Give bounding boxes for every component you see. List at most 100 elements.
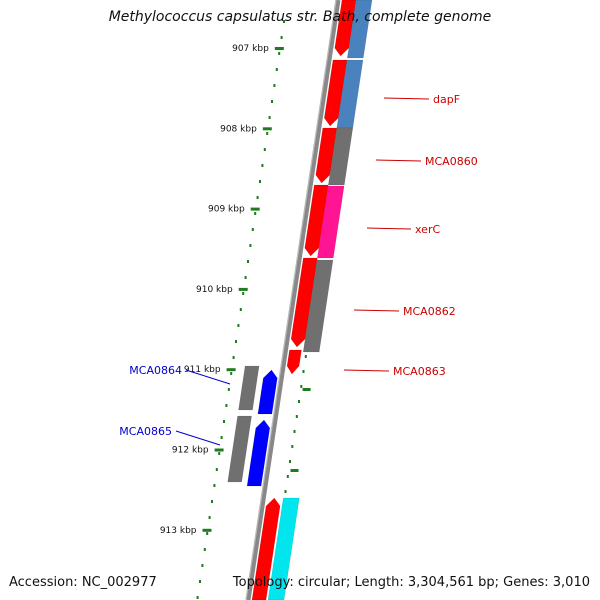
outer-guide-dot	[291, 445, 294, 448]
inner-guide-dot	[273, 84, 276, 87]
backbone-highlight	[245, 0, 337, 600]
outer-guide-dot	[284, 490, 287, 493]
inner-guide-dot	[261, 164, 264, 167]
gene-label: MCA0862	[403, 305, 456, 318]
inner-guide-dot	[208, 516, 211, 519]
gene-label-leader	[366, 227, 412, 230]
inner-guide-dot	[275, 68, 278, 71]
inner-guide-dot	[251, 228, 254, 231]
outer-guide-dot	[302, 370, 305, 373]
inner-guide-dot	[196, 596, 199, 599]
cog-block	[302, 259, 334, 353]
gene-label: xerC	[415, 223, 440, 236]
inner-guide-dot	[237, 324, 240, 327]
ruler-tick-label: 913 kbp	[160, 526, 197, 536]
inner-guide-dot	[201, 564, 204, 567]
inner-guide-dot	[254, 212, 257, 215]
cds-forward-arrow	[334, 0, 357, 57]
gene-labels: dapF MCA0860 xerC MCA0862 MCA0863 MCA0864 MCA0…	[119, 93, 478, 446]
inner-guide-dot	[263, 148, 266, 151]
outer-tick	[290, 469, 299, 472]
inner-guide-dot	[247, 260, 249, 263]
outer-guide-dot	[304, 355, 307, 358]
gene-label: dapF	[433, 93, 460, 106]
outer-guide-dot	[293, 430, 296, 433]
ruler-tick	[214, 448, 224, 452]
gene-label: MCA0860	[425, 155, 478, 168]
inner-guide-dot	[213, 484, 216, 487]
gene-label: MCA0865	[119, 425, 172, 438]
outer-guide-dot	[289, 460, 291, 463]
cds-reverse-arrow	[246, 419, 271, 487]
inner-guide-dot	[268, 116, 271, 119]
inner-guide-dot	[215, 468, 218, 471]
page-title: Methylococcus capsulatus str. Bath, comp…	[108, 9, 492, 25]
ruler-tick-label: 912 kbp	[172, 446, 209, 456]
gene-label-leader	[175, 430, 221, 446]
backbone	[245, 0, 341, 600]
ruler-tick-label: 909 kbp	[208, 205, 245, 215]
inner-guide-dot	[206, 532, 209, 535]
ruler-tick	[274, 47, 284, 50]
outer-tick	[302, 388, 311, 391]
ruler-tick-label: 911 kbp	[184, 365, 221, 375]
ruler-tick	[226, 368, 236, 372]
cds-reverse-arrow	[257, 369, 278, 415]
ruler-tick	[202, 528, 212, 532]
inner-guide-dot	[230, 372, 233, 375]
inner-guide-dot	[211, 500, 213, 503]
gene-label-leader	[185, 369, 231, 385]
ruler-tick	[262, 127, 272, 131]
backbone-line	[245, 0, 341, 600]
inner-guide-dot	[232, 356, 235, 359]
inner-guide-dot	[223, 420, 225, 423]
ruler-tick-label: 907 kbp	[232, 44, 269, 54]
cog-block	[328, 127, 354, 186]
inner-guide-dot	[280, 36, 283, 39]
gene-label: MCA0863	[393, 365, 446, 378]
cog-block	[347, 0, 373, 59]
cds-forward-arrow	[286, 349, 302, 375]
features	[227, 0, 373, 600]
cds-forward-arrow	[315, 127, 338, 184]
inner-guide-dot	[278, 52, 281, 55]
cds-forward-arrow	[251, 497, 281, 600]
ruler-tick-label: 908 kbp	[220, 124, 257, 134]
inner-guide-dot	[225, 404, 228, 407]
inner-guide-dot	[244, 276, 247, 279]
gene-label-leader	[375, 159, 422, 162]
outer-guide-dot	[300, 385, 303, 388]
inner-guide-dot	[220, 436, 223, 439]
cog-block	[238, 365, 260, 411]
gene-label-leader	[353, 309, 400, 312]
ruler-tick	[238, 287, 248, 291]
inner-guide-dot	[218, 452, 221, 455]
cog-block	[267, 497, 300, 600]
inner-guide-dot	[256, 196, 259, 199]
gene-label-leader	[343, 369, 390, 372]
ruler-tick	[250, 207, 260, 211]
inner-guide-dot	[266, 132, 269, 135]
gene-label: MCA0864	[129, 364, 182, 377]
outer-guide-dot	[286, 475, 289, 478]
cds-forward-arrow	[304, 184, 329, 257]
inner-guide-dot	[199, 580, 201, 583]
accession-text: Accession: NC_002977	[9, 575, 157, 590]
gene-label-leader	[383, 97, 430, 100]
inner-guide-dot	[283, 20, 285, 23]
cds-forward-arrow	[324, 59, 348, 127]
ruler-tick-label: 910 kbp	[196, 285, 233, 295]
outer-guide-dot	[295, 415, 298, 418]
inner-guide-dot	[259, 180, 261, 183]
inner-guide-dot	[235, 340, 237, 343]
inner-guide-dot	[242, 292, 245, 295]
inner-guide-dot	[239, 308, 242, 311]
inner-guide-dot	[249, 244, 252, 247]
cog-block	[227, 415, 252, 483]
inner-guide-dot	[271, 100, 273, 103]
topology-summary: Topology: circular; Length: 3,304,561 bp…	[232, 575, 590, 590]
inner-guide-dot	[227, 388, 230, 391]
cds-forward-arrow	[290, 257, 318, 348]
inner-guide-dot	[203, 548, 206, 551]
